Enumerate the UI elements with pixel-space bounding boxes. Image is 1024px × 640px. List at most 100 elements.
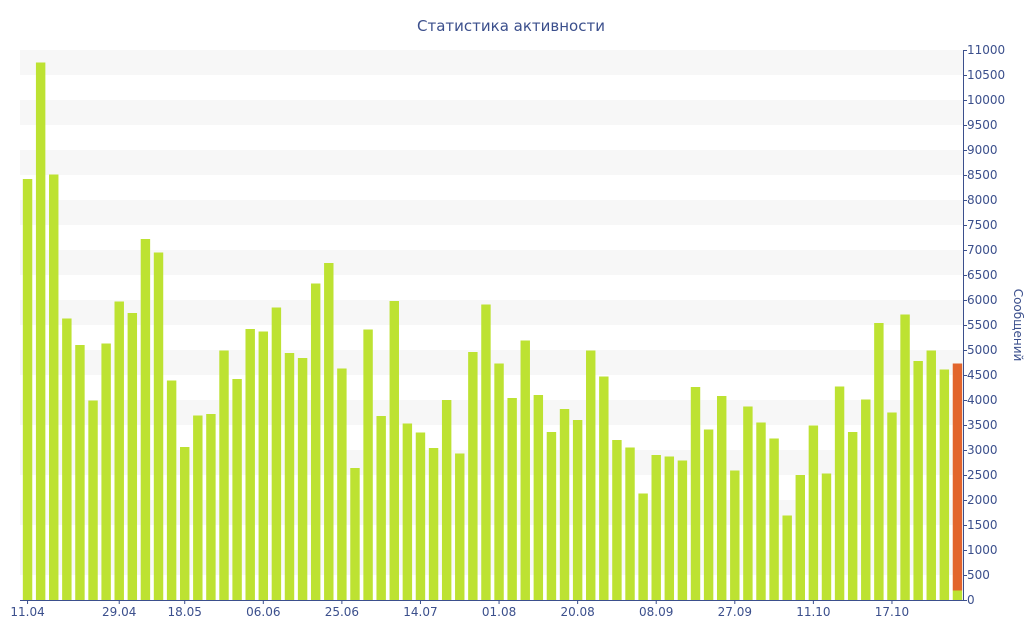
bar[interactable]: [140, 239, 151, 600]
bar[interactable]: [284, 353, 295, 600]
bar[interactable]: [664, 456, 675, 601]
bar[interactable]: [716, 396, 727, 600]
bar[interactable]: [468, 352, 478, 600]
bar[interactable]: [874, 323, 884, 600]
bar[interactable]: [625, 447, 635, 601]
bar[interactable]: [730, 470, 740, 601]
bar[interactable]: [219, 350, 229, 601]
grid-band: [20, 100, 963, 125]
bar[interactable]: [586, 350, 596, 601]
bar[interactable]: [114, 301, 124, 601]
y-tick-label: 9500: [967, 118, 998, 132]
bar[interactable]: [441, 400, 452, 600]
x-tick-label: 14.07: [403, 605, 437, 619]
bar[interactable]: [834, 386, 845, 601]
y-tick-label: 8000: [967, 193, 998, 207]
grid-band: [20, 50, 963, 75]
y-tick-label: 2500: [967, 468, 998, 482]
y-tick-label: 9000: [967, 143, 998, 157]
bar[interactable]: [861, 399, 871, 601]
bar[interactable]: [481, 304, 491, 601]
bar[interactable]: [599, 376, 609, 601]
bar[interactable]: [821, 473, 832, 601]
bar[interactable]: [337, 368, 347, 601]
y-tick-label: 11000: [967, 43, 1005, 57]
bar[interactable]: [389, 301, 399, 600]
bar[interactable]: [376, 416, 386, 600]
bar[interactable]: [62, 318, 72, 601]
bar[interactable]: [743, 406, 753, 601]
x-axis-ticks: 11.04 29.04 18.05 06.06 25.06 14.07 01.08 20.08…: [10, 600, 909, 619]
bar[interactable]: [245, 329, 255, 600]
x-tick-label: 06.06: [246, 605, 280, 619]
y-tick-label: 5500: [967, 318, 998, 332]
bars-group: [22, 62, 963, 601]
bar[interactable]: [795, 475, 805, 600]
y-tick-label: 10000: [967, 93, 1005, 107]
bar[interactable]: [494, 363, 504, 601]
chart-title: Статистика активности: [417, 17, 605, 35]
bar[interactable]: [350, 468, 360, 600]
bar[interactable]: [193, 415, 203, 601]
y-tick-label: 8500: [967, 168, 998, 182]
bar[interactable]: [455, 453, 465, 601]
bar[interactable]: [363, 329, 373, 601]
bar[interactable]: [690, 387, 701, 600]
bar-highlight[interactable]: [952, 363, 963, 591]
bar[interactable]: [324, 263, 334, 600]
y-tick-label: 6500: [967, 268, 998, 282]
bar[interactable]: [847, 432, 858, 600]
y-tick-label: 4500: [967, 368, 998, 382]
bar[interactable]: [887, 412, 897, 601]
grid-bands: [20, 50, 963, 575]
bar[interactable]: [520, 340, 530, 601]
bar[interactable]: [677, 460, 688, 601]
bar[interactable]: [415, 432, 426, 601]
y-tick-label: 0: [967, 593, 975, 607]
grid-band: [20, 150, 963, 175]
bar[interactable]: [546, 432, 557, 600]
bar[interactable]: [900, 314, 910, 601]
bar[interactable]: [75, 345, 85, 600]
bar[interactable]: [297, 358, 308, 600]
bar[interactable]: [310, 283, 321, 601]
bar[interactable]: [651, 455, 661, 600]
grid-band: [20, 250, 963, 275]
y-axis-ticks: 0 500 1000 1500 2000 2500 3000 3500 4000 4500 5000…: [963, 43, 1005, 607]
bar[interactable]: [206, 414, 216, 600]
bar[interactable]: [101, 343, 111, 601]
bar[interactable]: [402, 423, 413, 601]
bar[interactable]: [913, 361, 923, 600]
bar[interactable]: [926, 350, 936, 601]
grid-band: [20, 550, 963, 575]
bar[interactable]: [153, 252, 164, 601]
y-tick-label: 4000: [967, 393, 998, 407]
bar[interactable]: [49, 174, 59, 601]
bar[interactable]: [271, 307, 282, 601]
bar[interactable]: [572, 420, 583, 600]
bar[interactable]: [559, 409, 570, 600]
bar[interactable]: [180, 447, 190, 600]
bar[interactable]: [428, 448, 439, 600]
bar[interactable]: [952, 590, 963, 601]
bar[interactable]: [612, 440, 622, 600]
y-tick-label: 3500: [967, 418, 998, 432]
bar[interactable]: [232, 379, 242, 600]
bar[interactable]: [533, 395, 544, 600]
bar[interactable]: [35, 62, 46, 601]
bar[interactable]: [808, 425, 819, 601]
grid-band: [20, 500, 963, 525]
bar[interactable]: [88, 400, 98, 601]
bar[interactable]: [703, 429, 714, 601]
bar[interactable]: [769, 438, 779, 601]
bar[interactable]: [258, 331, 269, 601]
bar[interactable]: [127, 313, 138, 600]
bar[interactable]: [638, 493, 648, 601]
bar[interactable]: [166, 380, 177, 601]
bar[interactable]: [939, 369, 950, 601]
bar[interactable]: [782, 515, 792, 601]
bar[interactable]: [756, 422, 766, 601]
y-tick-label: 7500: [967, 218, 998, 232]
bar[interactable]: [22, 179, 33, 600]
bar[interactable]: [507, 398, 517, 600]
